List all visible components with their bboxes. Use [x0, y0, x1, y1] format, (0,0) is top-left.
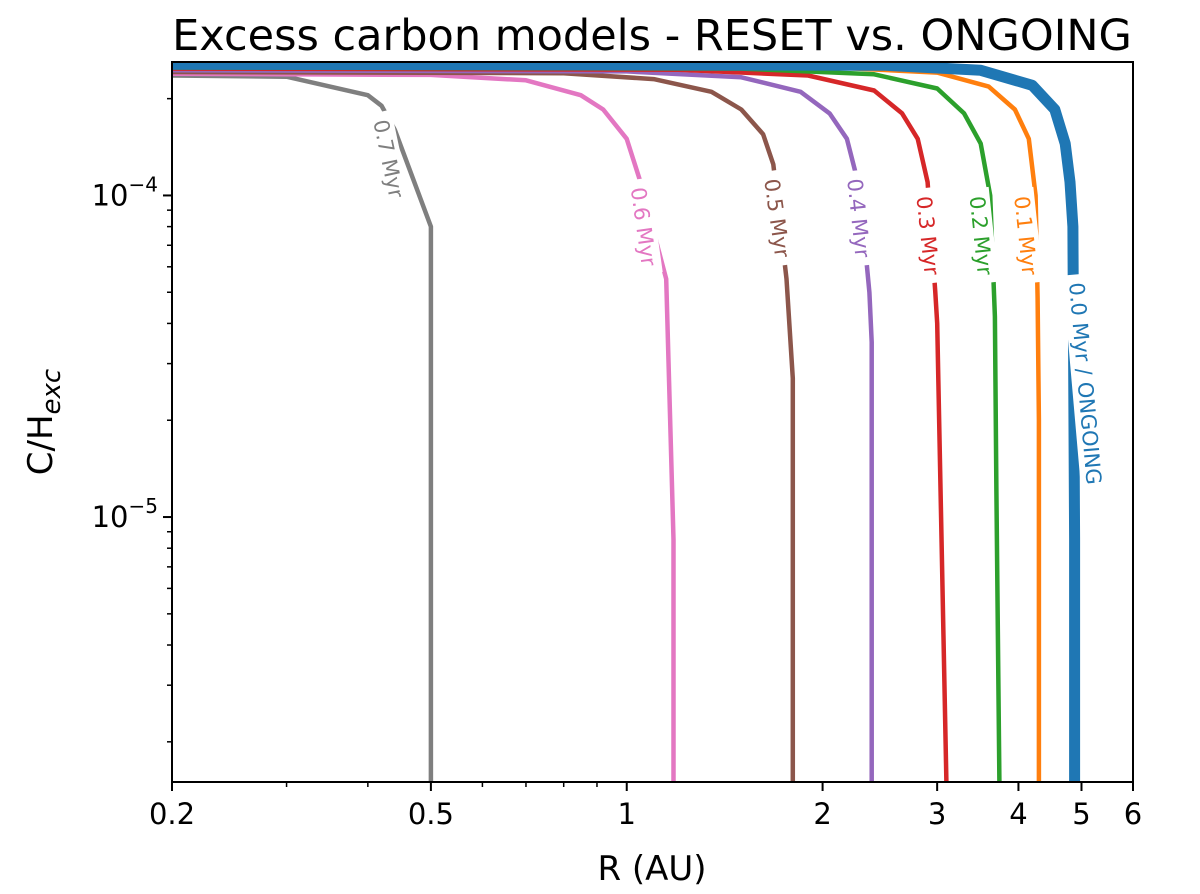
- series-label-bg-0-7-myr: [365, 109, 411, 209]
- y-axis-label-sub: exc: [37, 369, 67, 415]
- series-label-bg-0-3-myr: [909, 186, 946, 285]
- series-line-0-6-myr: [172, 71, 676, 782]
- x-axis-label: R (AU): [597, 849, 706, 889]
- x-tick-label: 1: [618, 797, 636, 831]
- series-line-0-3-myr: [172, 66, 949, 782]
- x-tick-label: 6: [1124, 797, 1142, 831]
- series-label-bg-0-1-myr: [1007, 186, 1044, 285]
- y-tick-label: 10−5: [92, 494, 158, 534]
- y-axis-label: C/Hexc: [21, 369, 67, 475]
- series-label-0-7-myr: 0.7 Myr: [368, 118, 408, 201]
- series-line-0-1-myr: [172, 63, 1042, 782]
- series-label-group-0-2-myr: 0.2 Myr: [962, 186, 999, 285]
- plot-frame: [171, 61, 1134, 783]
- series-line-0-2-myr: [172, 65, 1002, 782]
- x-tick-label: 3: [928, 797, 946, 831]
- series-label-bg-0-2-myr: [962, 186, 999, 285]
- y-tick-label: 10−4: [92, 172, 158, 212]
- series-label-group-0-5-myr: 0.5 Myr: [757, 169, 797, 268]
- x-tick-label: 4: [1009, 797, 1027, 831]
- series-label-bg-0-5-myr: [757, 169, 797, 268]
- series-label-0-4-myr: 0.4 Myr: [842, 177, 874, 259]
- series-line-0-7-myr: [172, 73, 434, 782]
- x-tick-label: 0.5: [408, 797, 454, 831]
- series-label-group-0-3-myr: 0.3 Myr: [909, 186, 946, 285]
- series-line-0-5-myr: [172, 69, 796, 782]
- tick-layer: 0.2 0.5 1 2 3 4 5 6 10−4 10−5: [92, 97, 1142, 831]
- series-layer: 0.7 Myr 0.6 Myr 0.5 Myr 0.4 Myr 0.3 Myr 0.2 M…: [172, 62, 1108, 782]
- series-label-bg-0-4-myr: [840, 169, 877, 267]
- x-tick-label: 5: [1072, 797, 1090, 831]
- series-label-group-0-6-myr: 0.6 Myr: [623, 177, 663, 276]
- series-line-0-4-myr: [172, 68, 874, 782]
- series-label-0-3-myr: 0.3 Myr: [912, 195, 944, 277]
- y-axis-label-main: C/H: [21, 414, 61, 475]
- series-label-group-0-4-myr: 0.4 Myr: [840, 169, 877, 267]
- x-tick-label: 2: [813, 797, 831, 831]
- series-label-bg-0-0-myr-ongoing: [1062, 273, 1108, 494]
- chart-title: Excess carbon models - RESET vs. ONGOING: [172, 11, 1132, 61]
- x-tick-label: 0.2: [149, 797, 195, 831]
- series-label-bg-0-6-myr: [623, 177, 663, 276]
